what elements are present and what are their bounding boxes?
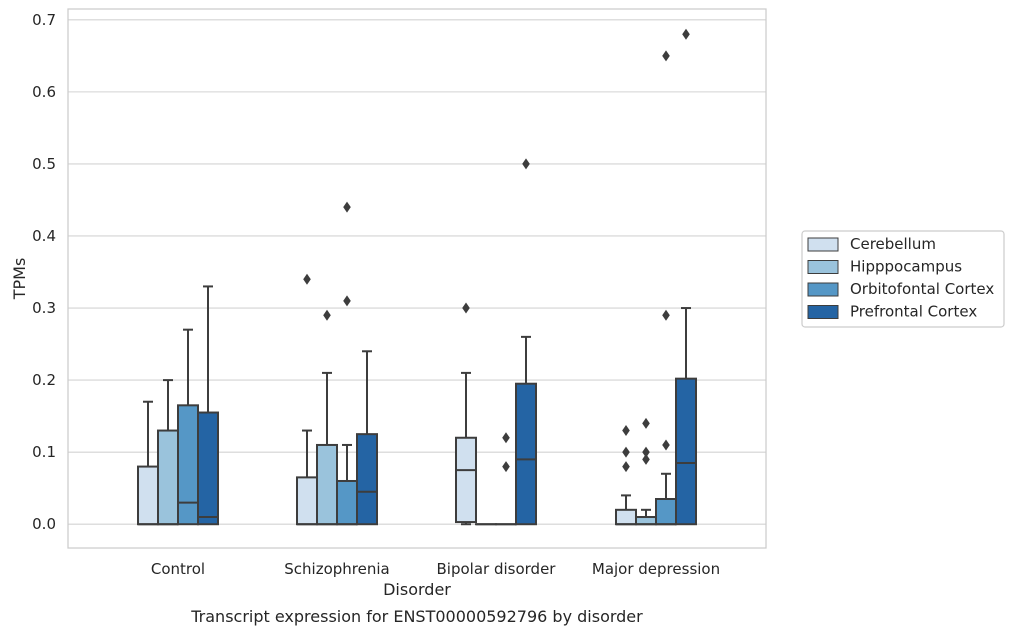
legend: Cerebellum Hipppocampus Orbitofontal Corte…: [801, 230, 1005, 328]
box-hipppocampus: [635, 417, 657, 526]
box-orbitofontal-cortex: [655, 50, 677, 526]
outlier-point: [622, 461, 630, 473]
iqr-box: [655, 498, 677, 526]
legend-swatch: [807, 260, 839, 274]
y-tick-label: 0.0: [32, 515, 56, 533]
outlier-point: [343, 201, 351, 213]
y-axis-label: TPMs: [10, 258, 29, 301]
legend-swatch: [807, 282, 839, 297]
outlier-point: [343, 295, 351, 307]
x-tick-label: Control: [151, 560, 205, 578]
x-tick-labels: Control Schizophrenia Bipolar disorder Majo…: [151, 560, 720, 578]
iqr-box: [197, 411, 219, 526]
box-orbitofontal-cortex: [177, 328, 199, 526]
outlier-point: [522, 158, 530, 170]
y-tick-label: 0.7: [32, 11, 56, 29]
iqr-box: [455, 436, 477, 524]
y-tick-label: 0.2: [32, 371, 56, 389]
outlier-point: [462, 302, 470, 314]
y-tick-label: 0.6: [32, 83, 56, 101]
legend-label: Prefrontal Cortex: [850, 303, 977, 321]
iqr-box: [316, 443, 338, 526]
outlier-point: [502, 432, 510, 444]
box-prefrontal-cortex: [515, 158, 537, 526]
outlier-point: [642, 453, 650, 465]
box-cerebellum: [296, 273, 318, 526]
chart-caption: Transcript expression for ENST0000059279…: [190, 607, 643, 626]
y-tick-label: 0.3: [32, 299, 56, 317]
iqr-box: [615, 508, 637, 526]
box-hipppocampus: [157, 379, 179, 526]
box-orbitofontal-cortex: [336, 201, 358, 526]
y-tick-label: 0.4: [32, 227, 56, 245]
box-cerebellum: [455, 302, 477, 526]
x-tick-label: Bipolar disorder: [437, 560, 557, 578]
iqr-box: [675, 377, 697, 526]
iqr-box: [157, 429, 179, 526]
x-tick-label: Major depression: [592, 560, 720, 578]
legend-frame: [801, 230, 1005, 328]
legend-label: Hipppocampus: [850, 258, 962, 276]
outlier-point: [642, 417, 650, 429]
iqr-box: [296, 476, 318, 526]
box-prefrontal-cortex: [675, 28, 697, 526]
x-axis-label: Disorder: [383, 580, 451, 599]
box-prefrontal-cortex: [356, 350, 378, 526]
y-tick-label: 0.5: [32, 155, 56, 173]
outlier-point: [662, 439, 670, 451]
outlier-point: [642, 446, 650, 458]
iqr-box: [356, 433, 378, 526]
box-hipppocampus: [316, 309, 338, 526]
outlier-point: [682, 28, 690, 40]
iqr-box: [137, 465, 159, 526]
outlier-point: [662, 309, 670, 321]
outlier-point: [622, 446, 630, 458]
legend-label: Cerebellum: [850, 235, 936, 253]
legend-swatch: [807, 237, 839, 252]
y-tick-label: 0.1: [32, 443, 56, 461]
iqr-box: [515, 382, 537, 526]
boxes: [137, 28, 697, 526]
legend-swatch: [807, 305, 839, 319]
legend-label: Orbitofontal Cortex: [850, 280, 994, 298]
outlier-point: [323, 309, 331, 321]
plot-frame: [67, 8, 767, 549]
y-tick-labels: 0.0 0.1 0.2 0.3 0.4 0.5 0.6 0.7: [32, 11, 56, 533]
iqr-box: [635, 516, 657, 526]
box-cerebellum: [615, 425, 637, 526]
iqr-box: [177, 404, 199, 526]
outlier-point: [622, 425, 630, 437]
x-tick-label: Schizophrenia: [284, 560, 389, 578]
outlier-point: [502, 461, 510, 473]
box-cerebellum: [137, 400, 159, 526]
box-orbitofontal-cortex: [495, 432, 517, 526]
box-prefrontal-cortex: [197, 285, 219, 526]
iqr-box: [336, 479, 358, 526]
outlier-point: [662, 50, 670, 62]
outlier-point: [303, 273, 311, 285]
